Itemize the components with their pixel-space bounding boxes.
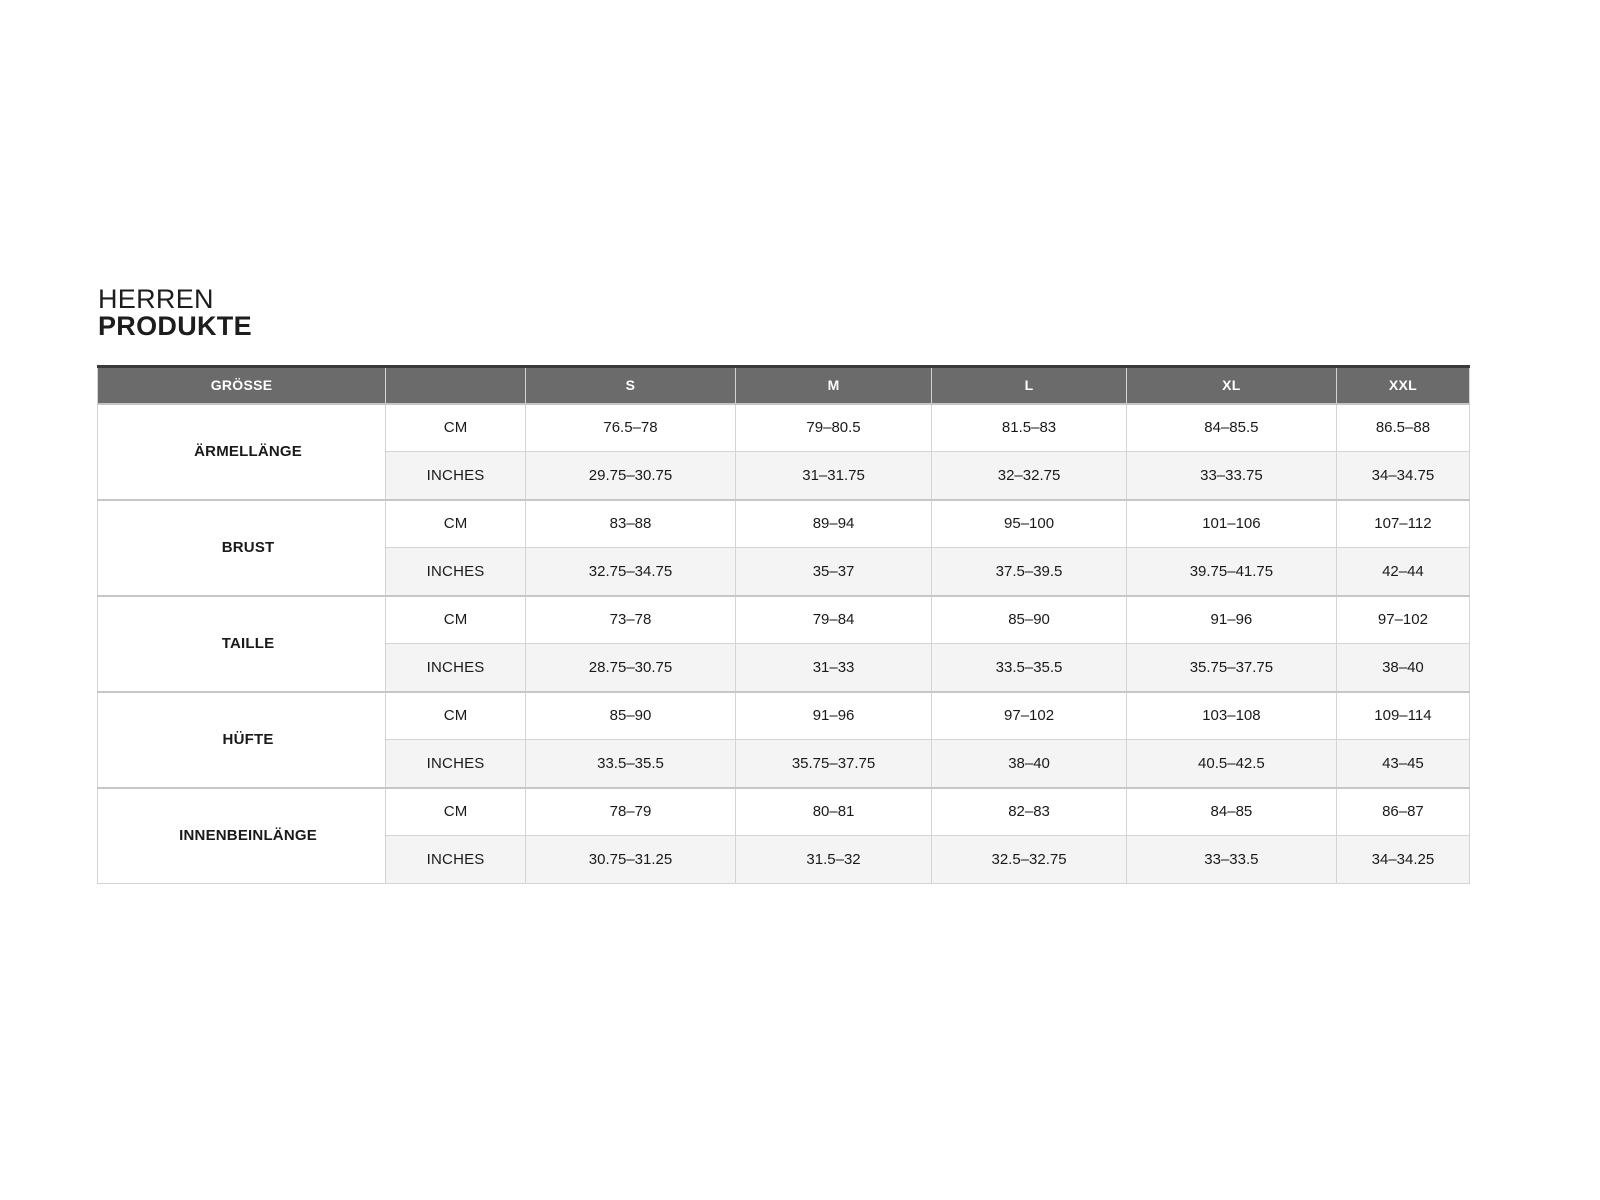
column-header: XXL (1335, 365, 1471, 404)
table-row: BRUST CM 83–88 89–94 95–100 101–106 107–112 (96, 498, 1471, 596)
value-cell: 107–112 (1335, 498, 1471, 548)
unit-cell: CM (385, 402, 527, 452)
value-cell: 42–44 (1335, 547, 1471, 596)
table-row: INCHES 30.75–31.25 31.5–32 32.5–32.75 33–33.… (98, 835, 1471, 884)
value-cell: 97–102 (1335, 594, 1471, 644)
header-row: GRÖSSE S M L XL XXL (96, 365, 1471, 404)
value-cell: 85–90 (931, 594, 1127, 644)
value-cell: 34–34.25 (1335, 835, 1471, 884)
column-header-empty (385, 365, 527, 404)
value-cell: 80–81 (734, 786, 933, 836)
unit-cell: INCHES (385, 547, 527, 596)
table-row: HÜFTE CM 85–90 91–96 97–102 103–108 109–114 (96, 690, 1471, 788)
value-cell: 101–106 (1125, 498, 1337, 548)
value-cell: 38–40 (1335, 643, 1471, 692)
value-cell: 35–37 (734, 547, 933, 596)
value-cell: 79–80.5 (734, 402, 933, 452)
value-cell: 103–108 (1125, 690, 1337, 740)
value-cell: 89–94 (734, 498, 933, 548)
row-label-cell: INNENBEINLÄNGE (96, 786, 387, 884)
table-row: INNENBEINLÄNGE CM 78–79 80–81 82–83 84–85 86–8… (96, 786, 1471, 884)
unit-cell: CM (385, 498, 527, 548)
value-cell: 79–84 (734, 594, 933, 644)
value-cell: 30.75–31.25 (525, 835, 736, 884)
size-chart-body: ÄRMELLÄNGE CM 76.5–78 79–80.5 81.5–83 84–85.5… (96, 402, 1471, 884)
column-header: GRÖSSE (96, 365, 387, 404)
value-cell: 82–83 (931, 786, 1127, 836)
value-cell: 31.5–32 (734, 835, 933, 884)
value-cell: 40.5–42.5 (1125, 739, 1337, 788)
unit-cell: INCHES (385, 739, 527, 788)
value-cell: 35.75–37.75 (734, 739, 933, 788)
unit-cell: INCHES (385, 451, 527, 500)
value-cell: 81.5–83 (931, 402, 1127, 452)
column-header: XL (1125, 365, 1337, 404)
value-cell: 91–96 (734, 690, 933, 740)
row-label-cell: TAILLE (96, 594, 387, 692)
value-cell: 95–100 (931, 498, 1127, 548)
value-cell: 31–31.75 (734, 451, 933, 500)
size-chart-header: GRÖSSE S M L XL XXL (96, 365, 1471, 404)
value-cell: 39.75–41.75 (1125, 547, 1337, 596)
unit-cell: CM (385, 786, 527, 836)
page-title: HERREN PRODUKTE (98, 286, 252, 340)
value-cell: 85–90 (525, 690, 736, 740)
value-cell: 37.5–39.5 (931, 547, 1127, 596)
page-title-category: HERREN (98, 284, 214, 314)
value-cell: 109–114 (1335, 690, 1471, 740)
value-cell: 43–45 (1335, 739, 1471, 788)
row-label-cell: BRUST (96, 498, 387, 596)
unit-cell: CM (385, 690, 527, 740)
value-cell: 29.75–30.75 (525, 451, 736, 500)
value-cell: 32–32.75 (931, 451, 1127, 500)
table-row: INCHES 33.5–35.5 35.75–37.75 38–40 40.5–42.5… (98, 739, 1471, 788)
value-cell: 78–79 (525, 786, 736, 836)
column-header: M (734, 365, 933, 404)
value-cell: 35.75–37.75 (1125, 643, 1337, 692)
unit-cell: CM (385, 594, 527, 644)
value-cell: 33–33.5 (1125, 835, 1337, 884)
value-cell: 32.75–34.75 (525, 547, 736, 596)
table-row: ÄRMELLÄNGE CM 76.5–78 79–80.5 81.5–83 84–85.5… (96, 402, 1471, 500)
value-cell: 83–88 (525, 498, 736, 548)
table-row: INCHES 28.75–30.75 31–33 33.5–35.5 35.75–37.… (98, 643, 1471, 692)
value-cell: 33.5–35.5 (931, 643, 1127, 692)
value-cell: 86–87 (1335, 786, 1471, 836)
row-label-cell: ÄRMELLÄNGE (96, 402, 387, 500)
size-chart-table: GRÖSSE S M L XL XXL ÄRMELLÄNGE CM 76.5–78 79–80.… (96, 365, 1471, 884)
column-header: L (931, 365, 1127, 404)
value-cell: 34–34.75 (1335, 451, 1471, 500)
table-row: TAILLE CM 73–78 79–84 85–90 91–96 97–102 (96, 594, 1471, 692)
value-cell: 73–78 (525, 594, 736, 644)
value-cell: 32.5–32.75 (931, 835, 1127, 884)
value-cell: 28.75–30.75 (525, 643, 736, 692)
page-title-main: PRODUKTE (98, 311, 252, 341)
value-cell: 86.5–88 (1335, 402, 1471, 452)
value-cell: 76.5–78 (525, 402, 736, 452)
unit-cell: INCHES (385, 643, 527, 692)
value-cell: 91–96 (1125, 594, 1337, 644)
value-cell: 33–33.75 (1125, 451, 1337, 500)
value-cell: 31–33 (734, 643, 933, 692)
table-row: INCHES 29.75–30.75 31–31.75 32–32.75 33–33.7… (98, 451, 1471, 500)
row-label-cell: HÜFTE (96, 690, 387, 788)
value-cell: 84–85 (1125, 786, 1337, 836)
unit-cell: INCHES (385, 835, 527, 884)
table-row: INCHES 32.75–34.75 35–37 37.5–39.5 39.75–41.… (98, 547, 1471, 596)
value-cell: 84–85.5 (1125, 402, 1337, 452)
value-cell: 33.5–35.5 (525, 739, 736, 788)
value-cell: 97–102 (931, 690, 1127, 740)
column-header: S (525, 365, 736, 404)
value-cell: 38–40 (931, 739, 1127, 788)
